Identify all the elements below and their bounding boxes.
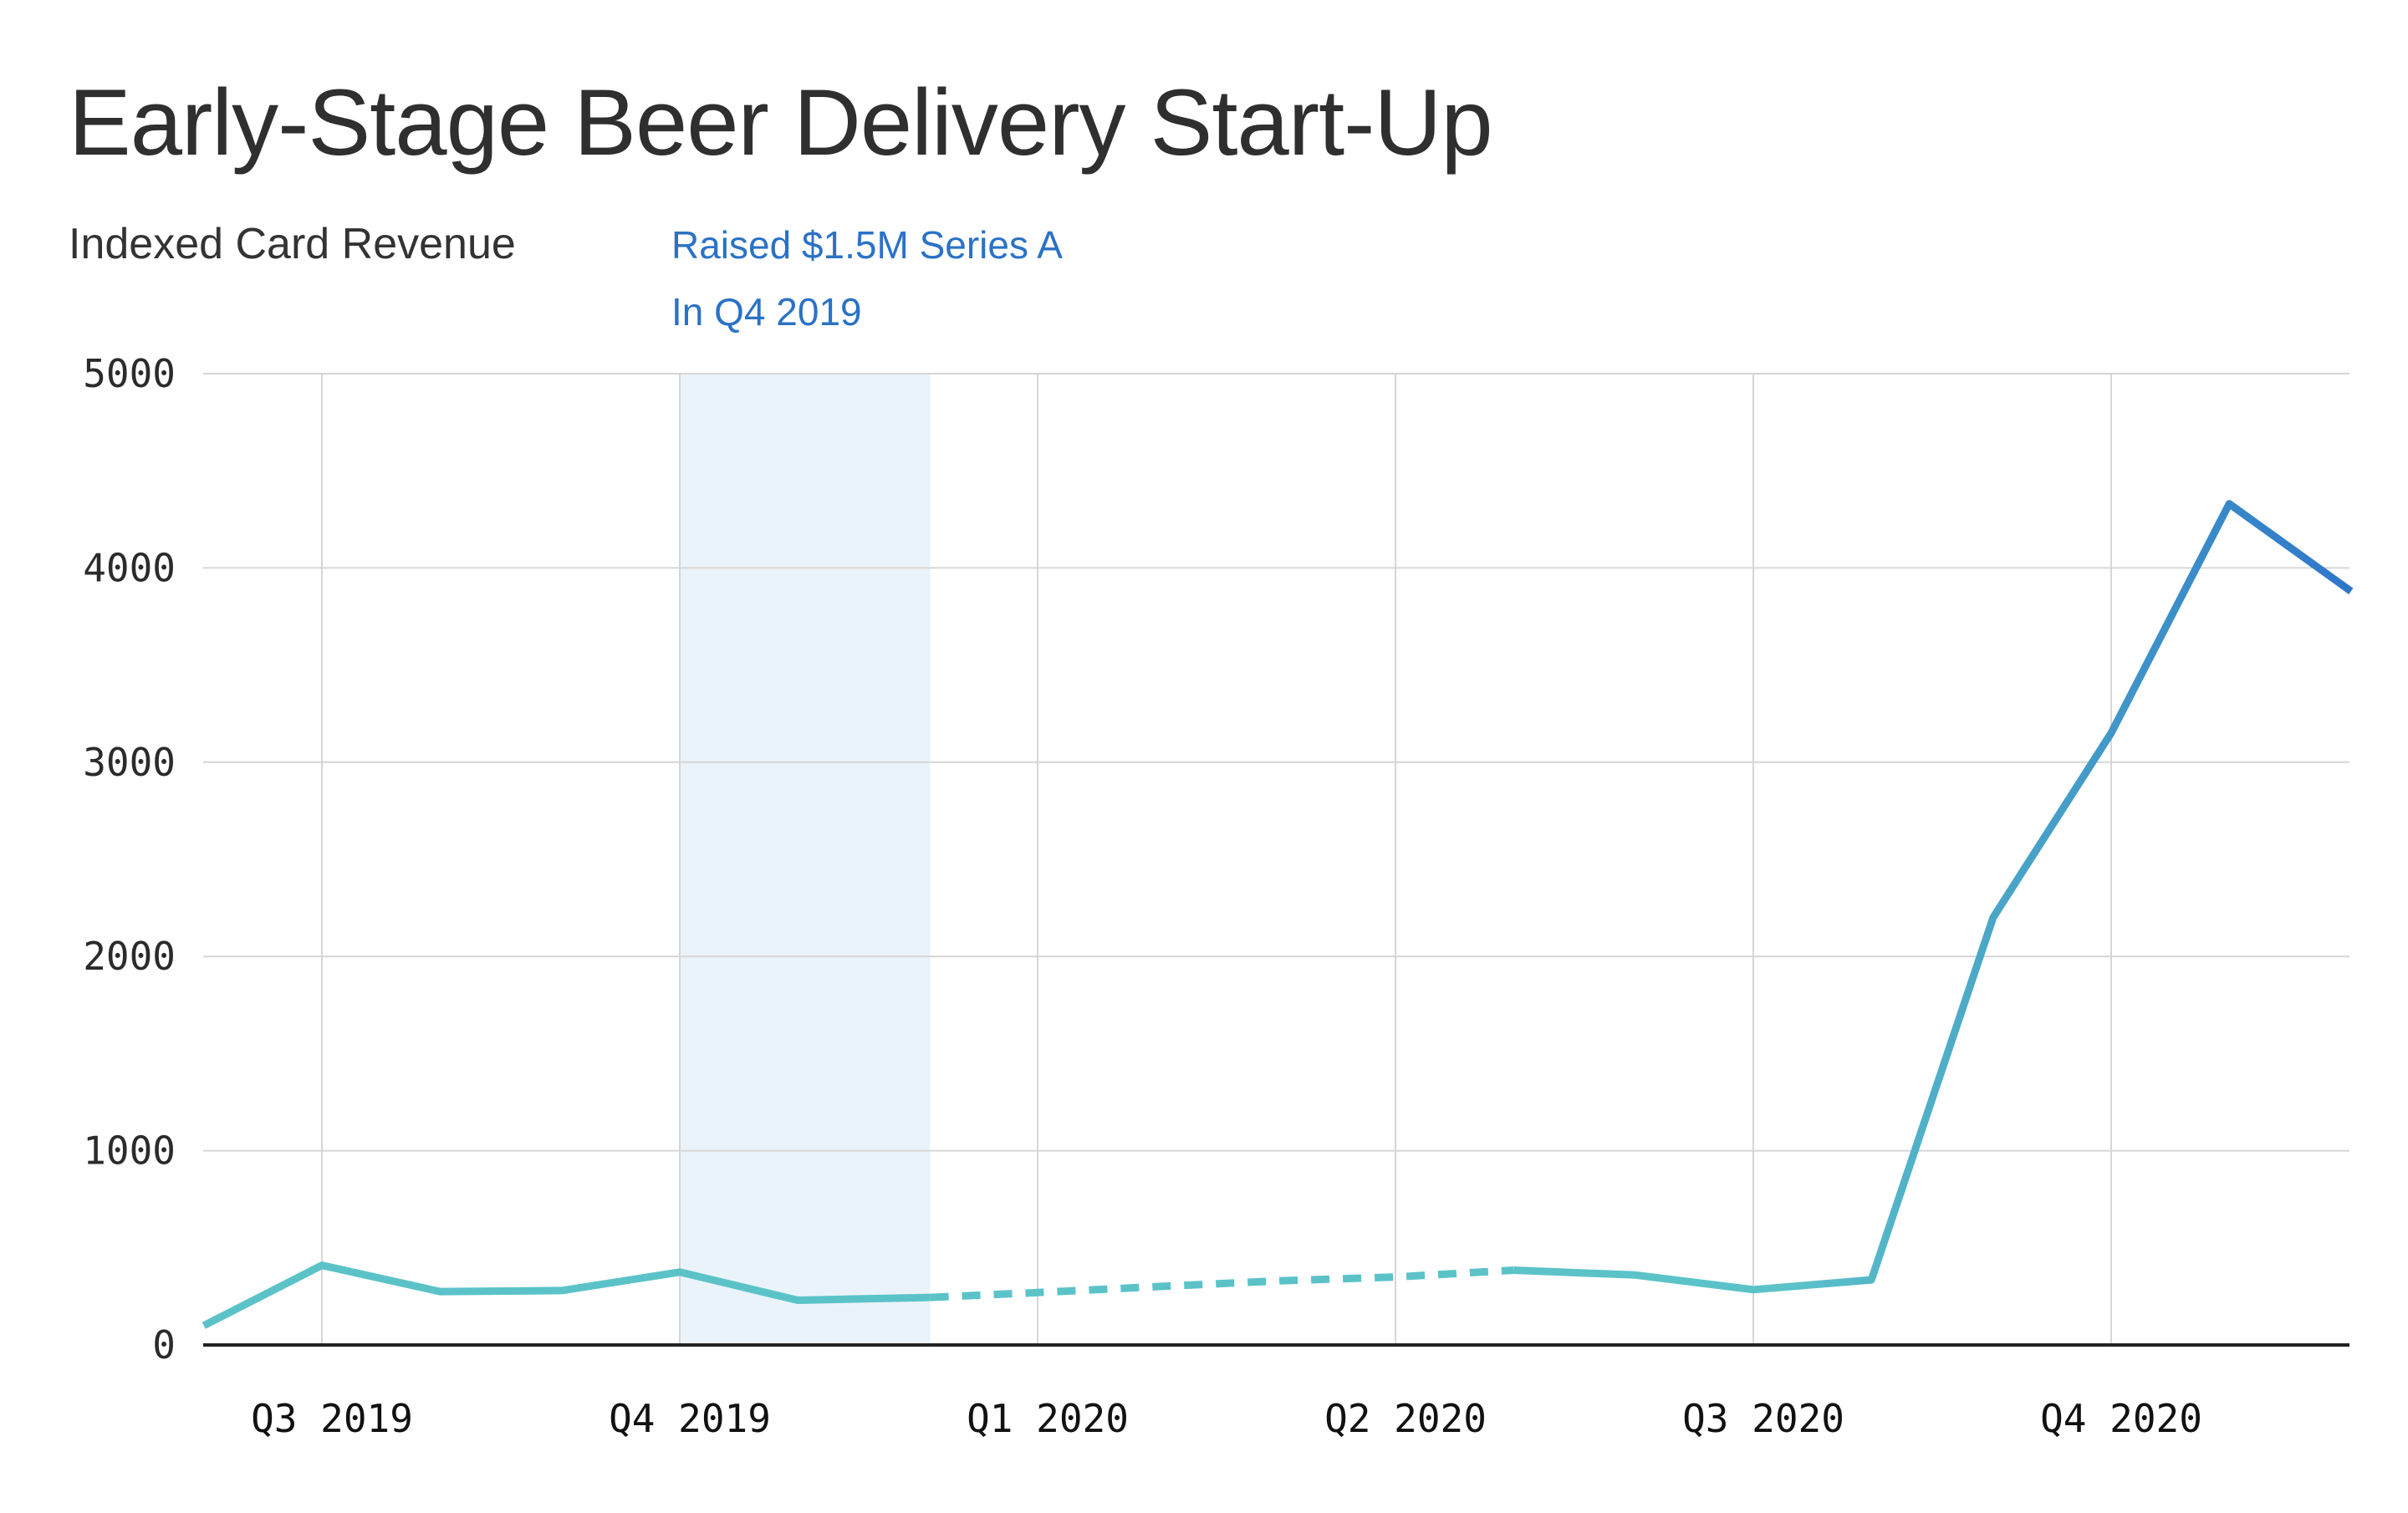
series-line-segment	[1513, 500, 2354, 1294]
chart-title: Early-Stage Beer Delivery Start-Up	[69, 70, 1493, 175]
x-tick-label: Q1 2020	[967, 1396, 1129, 1441]
x-tick-label: Q4 2019	[609, 1396, 771, 1441]
y-tick-label: 2000	[83, 934, 176, 979]
grid-layer	[203, 373, 2349, 1345]
y-tick-label: 3000	[83, 740, 176, 785]
y-tick-label: 4000	[83, 545, 176, 590]
series-line-dashed-segment	[930, 1266, 1514, 1302]
annotation-line-2: In Q4 2019	[671, 290, 862, 334]
x-tick-label: Q3 2020	[1682, 1396, 1844, 1441]
x-tick-label: Q2 2020	[1324, 1396, 1487, 1441]
x-tick-label: Q3 2019	[251, 1396, 413, 1441]
x-tick-label: Q4 2020	[2040, 1396, 2202, 1441]
chart-subtitle: Indexed Card Revenue	[69, 220, 516, 268]
y-tick-label: 5000	[83, 351, 176, 396]
y-tick-label: 0	[152, 1322, 176, 1368]
y-tick-label: 1000	[83, 1128, 176, 1174]
series-line-segment	[202, 1261, 931, 1329]
series-layer	[202, 500, 2354, 1329]
shaded-region-layer	[680, 374, 931, 1345]
annotation-line-1: Raised $1.5M Series A	[671, 223, 1063, 267]
tick-label-layer: 5000 4000 3000 2000 1000 0 Q3 2019 Q4 2019 Q1 20…	[83, 351, 2202, 1441]
shaded-series-a-region	[680, 374, 931, 1345]
